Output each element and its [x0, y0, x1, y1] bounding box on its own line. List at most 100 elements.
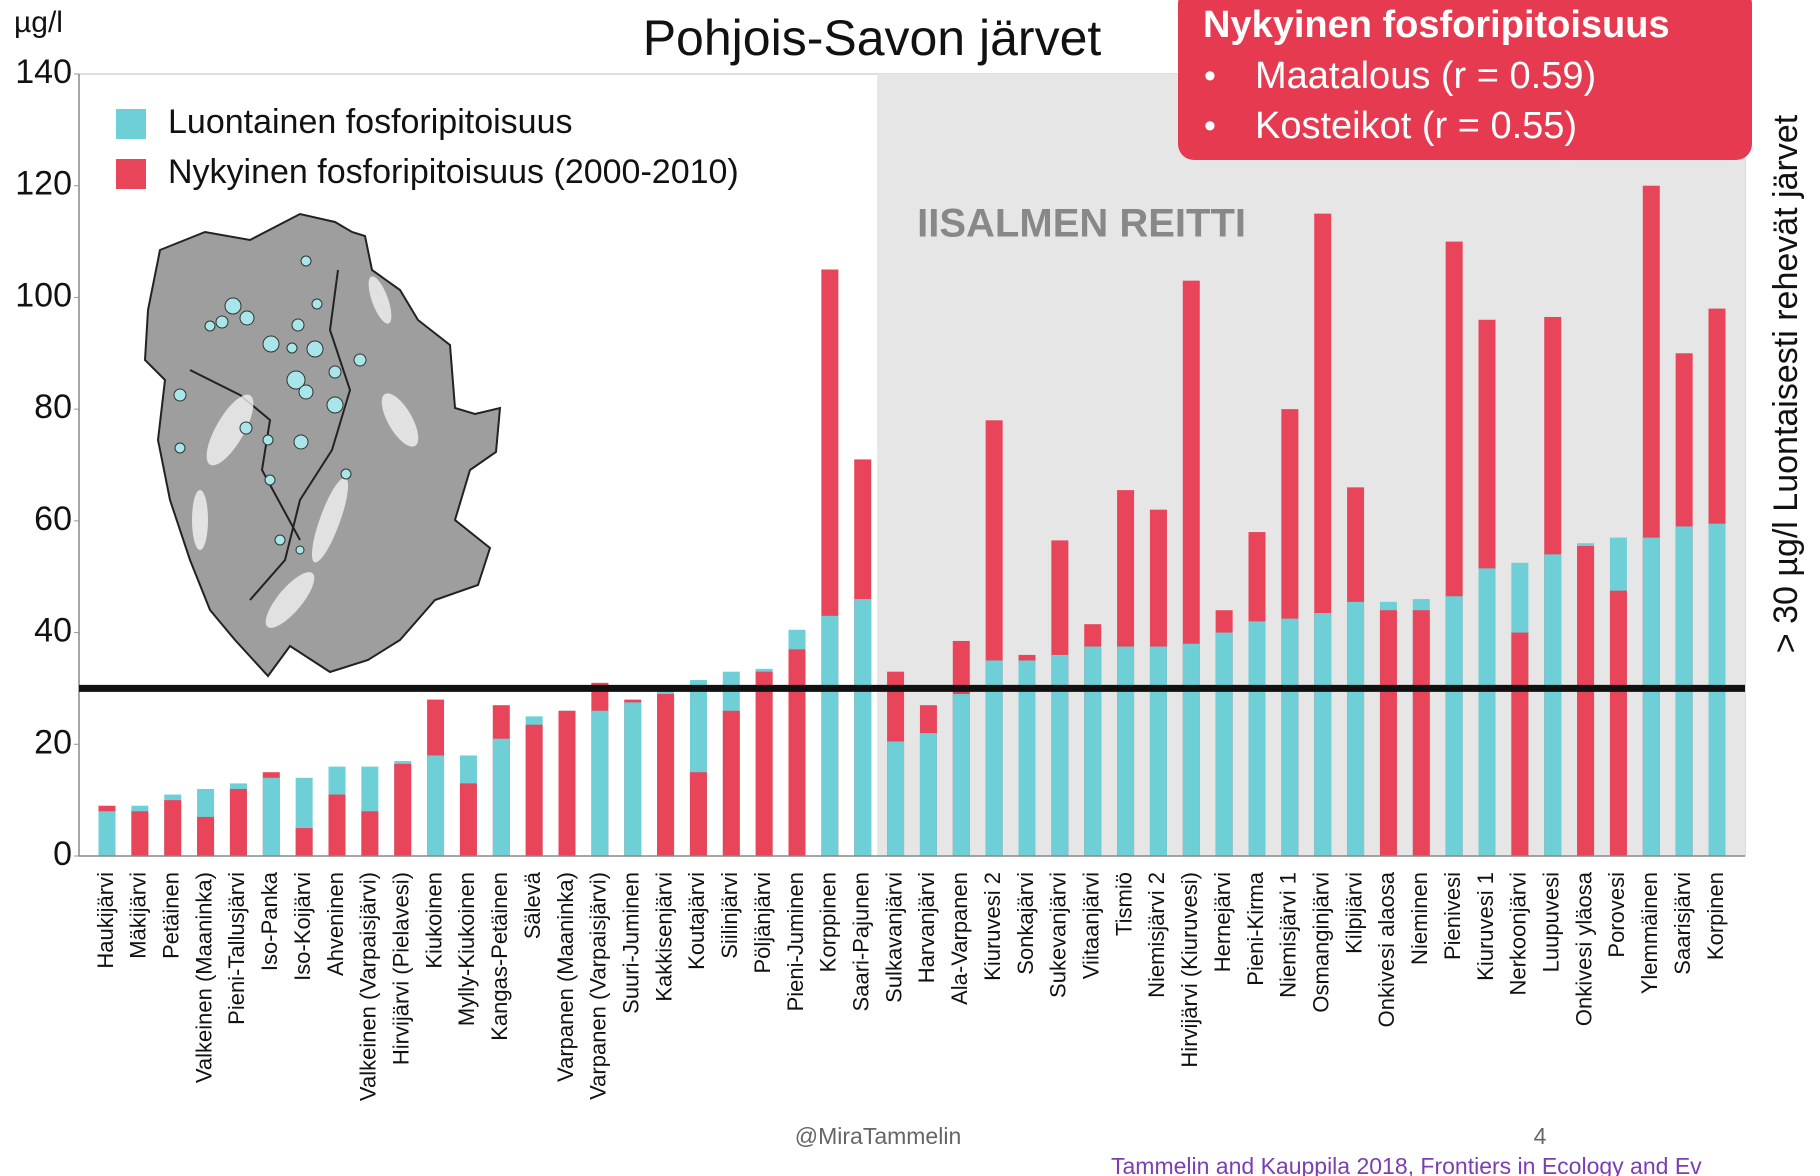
x-tick-label: Nerkoonjärvi: [1506, 872, 1531, 996]
x-tick-label: Kiukoinen: [421, 872, 446, 969]
x-tick-label: Korppinen: [816, 872, 841, 972]
y-unit: µg/l: [14, 6, 63, 39]
x-tick-label: Iso-Panka: [257, 871, 282, 971]
bar: [295, 828, 313, 856]
legend-label: Luontainen fosforipitoisuus: [168, 103, 573, 141]
x-tick-label: Tismiö: [1111, 872, 1136, 936]
bar: [164, 800, 182, 856]
bar: [1511, 632, 1529, 856]
bar: [952, 694, 970, 856]
y-tick-label: 0: [53, 835, 72, 873]
x-tick-label: Kilpijärvi: [1341, 872, 1366, 954]
x-tick-label: Pöljänjärvi: [750, 872, 775, 974]
bar: [1445, 596, 1463, 856]
bar: [985, 660, 1003, 856]
x-tick-label: Pienivesi: [1440, 872, 1465, 960]
bar: [821, 615, 839, 856]
bar: [197, 816, 215, 856]
x-tick-label: Varpanen (Maaninka): [553, 872, 578, 1082]
y-tick-label: 140: [15, 53, 72, 91]
bar: [361, 811, 379, 856]
x-tick-label: Porovesi: [1604, 872, 1629, 958]
bullet: •: [1204, 107, 1216, 145]
y-tick-label: 100: [15, 276, 72, 314]
x-tick-label: Pieni-Juminen: [783, 872, 808, 1011]
legend-swatch: [116, 109, 146, 139]
bar: [1117, 646, 1135, 856]
x-tick-label: Siilinjärvi: [717, 872, 742, 959]
x-tick-label: Hirvijärvi (Pielavesi): [389, 872, 414, 1065]
bar: [591, 710, 609, 856]
x-tick-label: Ylemmäinen: [1637, 872, 1662, 994]
bar: [328, 794, 346, 856]
x-tick-label: Suuri-Juminen: [619, 872, 644, 1014]
x-tick-label: Hernejärvi: [1210, 872, 1235, 972]
x-tick-label: Kakkisenjärvi: [651, 872, 676, 1002]
bar: [492, 738, 510, 856]
bar: [657, 694, 675, 856]
bar: [722, 710, 740, 856]
x-tick-label: Korpinen: [1703, 872, 1728, 960]
bar: [1544, 554, 1562, 856]
bar: [1215, 632, 1233, 856]
y-tick-label: 60: [34, 500, 72, 538]
bar: [525, 724, 543, 856]
x-tick-label: Koutajärvi: [684, 872, 709, 970]
legend-swatch: [116, 159, 146, 189]
x-tick-label: Sulkavanjärvi: [881, 872, 906, 1003]
citation: Tammelin and Kauppila 2018, Frontiers in…: [1111, 1153, 1702, 1176]
x-tick-label: Pieni-Tallusjärvi: [224, 872, 249, 1025]
x-tick-label: Valkeinen (Varpaisjärvi): [356, 872, 381, 1101]
x-tick-label: Nieminen: [1407, 872, 1432, 965]
x-tick-label: Onkivesi yläosa: [1571, 871, 1596, 1026]
x-tick-label: Haukijärvi: [93, 872, 118, 969]
x-tick-label: Iso-Koijärvi: [290, 872, 315, 981]
legend-label: Nykyinen fosforipitoisuus (2000-2010): [168, 153, 739, 191]
bar: [1051, 654, 1069, 856]
x-tick-label: Osmanginjärvi: [1309, 872, 1334, 1013]
bar: [689, 772, 707, 856]
x-tick-label: Ahveninen: [323, 872, 348, 976]
x-tick-label: Varpanen (Varpaisjärvi): [586, 872, 611, 1100]
bar: [131, 811, 149, 856]
x-tick-label: Saari-Pajunen: [849, 872, 874, 1011]
bar: [919, 733, 937, 856]
x-tick-label: Saarisjärvi: [1670, 872, 1695, 975]
bar: [1281, 618, 1299, 856]
bar: [755, 671, 773, 856]
bar: [427, 755, 445, 856]
bar: [1314, 613, 1332, 856]
bar: [1478, 568, 1496, 856]
bar: [1347, 601, 1365, 856]
bar: [558, 710, 576, 856]
callout-box: [1178, 0, 1752, 160]
bar: [262, 777, 280, 856]
x-tick-label: Niemisjärvi 2: [1144, 872, 1169, 998]
x-tick-label: Hirvijärvi (Kiuruvesi): [1177, 872, 1202, 1068]
callout-item: Kosteikot (r = 0.55): [1255, 105, 1577, 147]
x-tick-label: Harvanjärvi: [914, 872, 939, 983]
x-tick-label: Mäkijärvi: [126, 872, 151, 959]
x-tick-label: Pieni-Kirma: [1243, 871, 1268, 985]
x-tick-label: Onkivesi alaosa: [1374, 871, 1399, 1027]
plot-area: IISALMEN REITTI 0 20 40 60 80 100 120 140 Haukijä…: [15, 53, 1745, 1101]
region-label: IISALMEN REITTI: [917, 202, 1246, 246]
x-tick-label: Mylly-Kiukoinen: [454, 872, 479, 1026]
bar: [854, 599, 872, 856]
callout-item: Maatalous (r = 0.59): [1255, 55, 1596, 97]
x-tick-label: Valkeinen (Maaninka): [191, 872, 216, 1083]
threshold-label: > 30 µg/l Luontaisesti rehevät järvet: [1767, 114, 1805, 653]
x-tick-label: Kiuruvesi 2: [980, 872, 1005, 981]
bar: [788, 649, 806, 856]
page-number: 4: [1534, 1123, 1547, 1149]
chart-title: Pohjois-Savon järvet: [643, 10, 1102, 66]
bar: [229, 788, 247, 856]
y-tick-label: 20: [34, 723, 72, 761]
callout-title: Nykyinen fosforipitoisuus: [1203, 4, 1670, 46]
x-tick-label: Kangas-Petäinen: [487, 872, 512, 1041]
bar: [1577, 545, 1595, 856]
bar: [1084, 646, 1102, 856]
x-tick-label: Sukevanjärvi: [1046, 872, 1071, 998]
bar: [1609, 590, 1627, 856]
